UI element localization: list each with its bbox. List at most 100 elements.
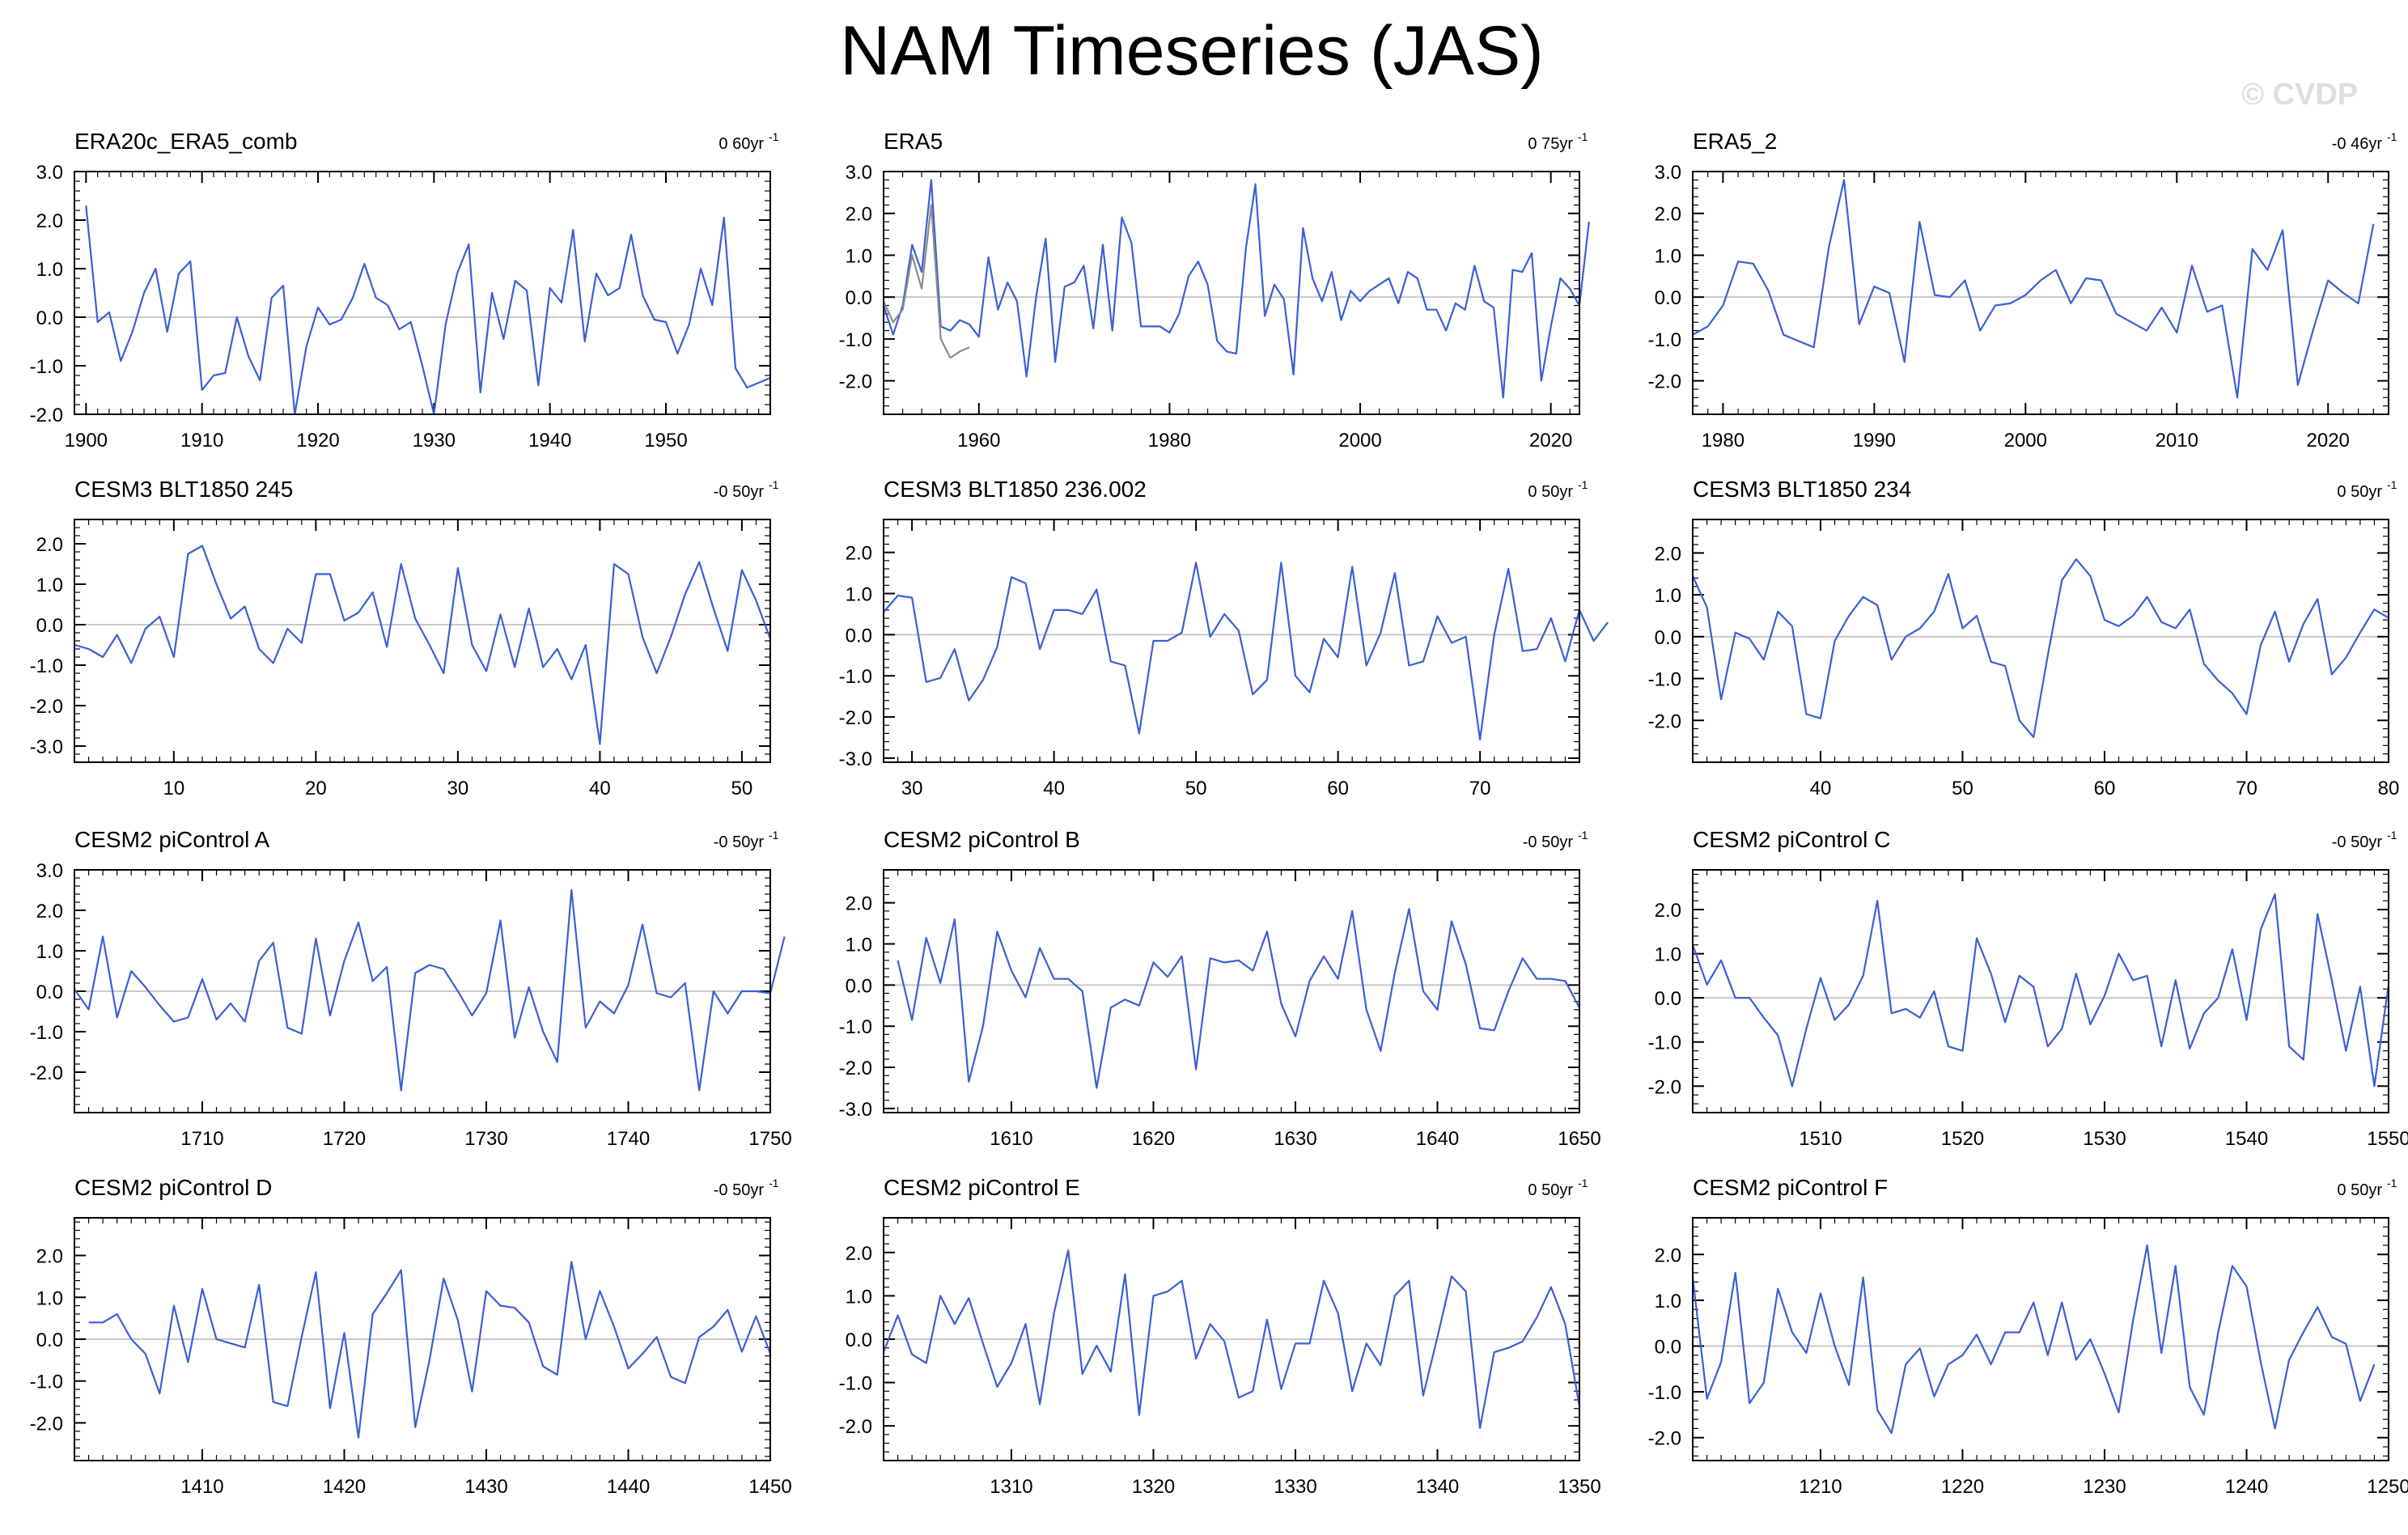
panel-title: ERA20c_ERA5_comb [74,129,297,154]
x-tick-label: 70 [1469,778,1491,799]
trend-exponent: -1 [1578,1177,1588,1189]
x-tick-label: 1930 [413,430,456,452]
y-tick-label: -3.0 [839,748,872,770]
chart-panel-12: CESM2 piControl F 0 50yr -1 2.0 1.0 0.0 -1.0 -2… [1648,1175,2408,1498]
y-tick-label: -2.0 [30,1062,63,1084]
y-tick-label: 1.0 [1655,245,1681,267]
x-tick-label: 80 [2378,778,2400,799]
x-tick-label: 1900 [65,430,108,452]
y-tick-label: 2.0 [1655,543,1681,565]
panel-title: CESM3 BLT1850 236.002 [884,477,1147,502]
y-tick-label: 1.0 [36,575,63,596]
plot-frame [883,171,1580,415]
y-tick-label: 3.0 [846,162,872,184]
x-tick-label: 1310 [990,1476,1032,1498]
series-line-secondary [882,204,970,359]
page-title: NAM Timeseries (JAS) [840,12,1544,90]
x-tick-label: 1740 [607,1128,650,1150]
y-tick-label: 2.0 [1655,204,1681,226]
x-tick-label: 1990 [1853,430,1896,452]
x-tick-label: 30 [447,778,469,799]
chart-panel-10: CESM2 piControl D -0 50yr -1 2.0 1.0 0.0 -1.0 -… [30,1175,792,1498]
x-tick-label: 20 [305,778,327,799]
x-tick-label: 1920 [296,430,339,452]
trend-exponent: -1 [1578,829,1588,842]
x-tick-label: 1220 [1941,1476,1984,1498]
x-tick-label: 1540 [2225,1128,2268,1150]
y-tick-label: 3.0 [36,860,63,882]
x-tick-label: 1230 [2083,1476,2126,1498]
x-tick-label: 1550 [2367,1128,2408,1150]
x-tick-label: 1450 [748,1476,791,1498]
series-line [1691,558,2389,739]
y-tick-label: 2.0 [36,901,63,922]
panel-title: CESM2 piControl A [74,827,270,852]
plot-frame [74,869,771,1113]
chart-panel-5: CESM3 BLT1850 236.002 0 50yr -1 2.0 1.0 0.0 -1… [839,477,1609,799]
y-tick-label: 2.0 [36,1246,63,1268]
y-tick-label: -1.0 [839,1016,872,1038]
y-tick-label: -2.0 [839,707,872,729]
y-tick-label: 1.0 [846,935,872,956]
y-tick-label: -2.0 [30,1413,63,1435]
y-tick-label: -2.0 [839,371,872,393]
x-tick-label: 1640 [1416,1128,1459,1150]
x-tick-label: 1750 [748,1128,791,1150]
y-tick-label: -1.0 [839,329,872,351]
y-tick-label: 2.0 [36,210,63,232]
x-tick-label: 1350 [1558,1476,1600,1498]
x-tick-label: 1240 [2225,1476,2268,1498]
y-tick-label: 1.0 [846,584,872,606]
panel-title: CESM3 BLT1850 245 [74,477,293,502]
y-tick-label: 1.0 [36,941,63,963]
x-tick-label: 1940 [528,430,571,452]
chart-panel-6: CESM3 BLT1850 234 0 50yr -1 2.0 1.0 0.0 -1.0 -2… [1648,477,2400,799]
panel-title: CESM2 piControl F [1693,1175,1888,1200]
x-tick-label: 1210 [1799,1476,1842,1498]
trend-exponent: -1 [1578,130,1588,143]
plot-frame [1692,519,2389,763]
y-tick-label: 2.0 [846,204,872,226]
x-tick-label: 1650 [1558,1128,1600,1150]
trend-label: 0 50yr [1528,483,1573,501]
trend-label: 0 50yr [2337,1181,2382,1199]
plot-frame [74,171,771,415]
plot-frame [883,519,1580,763]
series-line [85,205,771,416]
trend-exponent: -1 [769,130,779,143]
plot-frame [74,519,771,763]
y-tick-label: -1.0 [30,356,63,378]
x-tick-label: 1610 [990,1128,1032,1150]
series-line [882,1249,1581,1429]
y-tick-label: 2.0 [1655,900,1681,922]
chart-panel-4: CESM3 BLT1850 245 -0 50yr -1 2.0 1.0 0.0 -1.0 -… [30,477,779,799]
chart-panel-11: CESM2 piControl E 0 50yr -1 2.0 1.0 0.0 -1.0 -2… [839,1175,1601,1498]
y-tick-label: -1.0 [839,1373,872,1395]
x-tick-label: 2020 [1529,430,1572,452]
y-tick-label: 2.0 [846,1243,872,1265]
panel-title: CESM2 piControl D [74,1175,272,1200]
x-tick-label: 1410 [180,1476,223,1498]
trend-exponent: -1 [2387,478,2397,491]
y-tick-label: -2.0 [30,696,63,718]
y-tick-label: 3.0 [36,162,63,184]
x-tick-label: 1630 [1274,1128,1316,1150]
x-tick-label: 1980 [1702,430,1745,452]
x-tick-label: 1620 [1132,1128,1175,1150]
x-tick-label: 70 [2236,778,2258,799]
x-tick-label: 2010 [2156,430,2198,452]
x-tick-label: 50 [1185,778,1207,799]
trend-label: 0 50yr [2337,483,2382,501]
x-tick-label: 1980 [1148,430,1191,452]
y-tick-label: -1.0 [30,1022,63,1044]
x-tick-label: 2020 [2307,430,2350,452]
y-tick-label: -2.0 [1648,1428,1681,1450]
y-tick-label: -3.0 [30,736,63,758]
trend-exponent: -1 [2387,829,2397,842]
chart-panel-7: CESM2 piControl A -0 50yr -1 3.0 2.0 1.0 0.0 -1… [30,827,792,1150]
series-line [897,908,1580,1089]
x-tick-label: 1520 [1941,1128,1984,1150]
x-tick-label: 1440 [607,1476,650,1498]
x-tick-label: 40 [1810,778,1832,799]
x-tick-label: 40 [1043,778,1065,799]
